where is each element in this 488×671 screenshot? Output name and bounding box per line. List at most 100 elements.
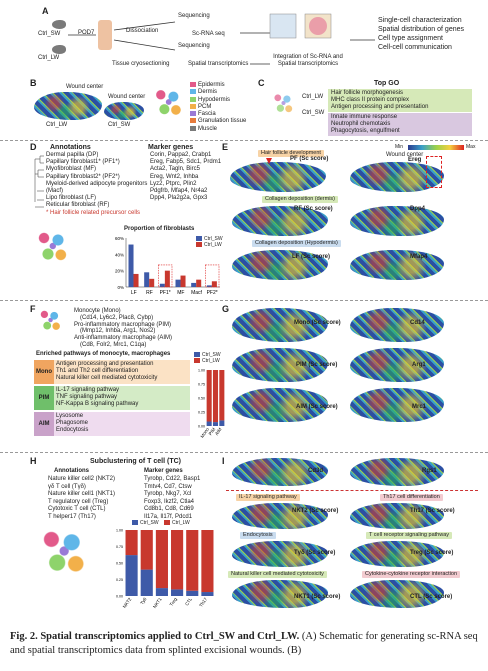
panel-label-h: H (30, 456, 37, 466)
bar (196, 279, 202, 287)
marker-item: Cd8b1, Cd8, Cd69 (144, 506, 194, 513)
bar-segment (201, 530, 214, 593)
bar-segment (206, 421, 212, 426)
pathway-term: TNF signaling pathway (56, 394, 118, 400)
bar-segment (201, 592, 214, 596)
y-tick-label: 0.50 (198, 397, 205, 401)
go-term: MHC class II protein complex (331, 97, 410, 103)
bar (133, 273, 139, 287)
spatial-map (232, 250, 328, 280)
marker-genes-header: Marker genes (148, 144, 194, 151)
group-label-lw: Ctrl_LW (302, 94, 324, 100)
annotation-item: T regulatory cell (Treg) (48, 498, 109, 505)
pathway-box-mono: Antigen processing and presentation Th1 … (54, 360, 190, 384)
tcell-marker-list: Tyrobp, Cd22, Basp1 Tmtv4, Cd7, Ctsw Tyr… (144, 476, 224, 522)
score-label: Treg (Sc score) (410, 550, 454, 556)
marker-item: Tmtv4, Cd7, Ctsw (144, 483, 192, 490)
legend-item: Fascia (198, 111, 216, 118)
step-scrna: Sc-RNA seq (192, 31, 225, 37)
y-tick-label: 0.50 (116, 562, 123, 566)
pathway-term: Lysosome (56, 413, 84, 419)
pathway-term: IL-17 signaling pathway (56, 387, 120, 393)
panel-label-f: F (30, 304, 36, 314)
marker-item: Acta2, Tagln, Birc5 (150, 166, 200, 173)
group-badge-mono: Mono (34, 360, 54, 384)
pathway-term: Th1 and Th2 cell differentiation (56, 368, 139, 374)
go-term: Phagocytosis, engulfment (331, 128, 400, 134)
highlight-box (205, 264, 220, 288)
gene-label: Cd14 (410, 320, 425, 326)
pathway-tag: Collagen deposition (dermis) (262, 196, 339, 203)
caption-heading: Fig. 2. Spatial transcriptomics applied … (10, 631, 300, 642)
chart-legend: Ctrl_SW Ctrl_LW (196, 236, 223, 248)
bar (211, 281, 217, 287)
pathway-term: NF-Kappa B signaling pathway (56, 401, 139, 407)
fibroblast-marker-list: Corin, Pappa2, Crabp1 Ereg, Fabp5, Sdc1,… (150, 152, 230, 202)
go-terms-lw: Hair follicle morphogenesis MHC class II… (328, 89, 472, 112)
top-go-title: Top GO (374, 80, 400, 87)
bar-segment (140, 569, 153, 596)
score-label: CTL (Sc score) (410, 594, 453, 600)
wound-center-label: Wound center (386, 152, 424, 158)
marker-item: (Cd8, Folr2, Mrc1, C1qa) (80, 341, 147, 348)
annotations-header: Annotations (54, 468, 89, 474)
myeloid-annotation-list: Monocyte (Mono) (Cd14, Ly6c2, Plac8, Cyb… (74, 308, 224, 349)
x-tick-label: NKT2 (122, 596, 133, 609)
colorbar-max: Max (466, 144, 476, 150)
y-tick-label: 0.00 (116, 595, 123, 599)
step-dissociation: Dissociation (126, 28, 159, 34)
legend-item: Ctrl_SW (202, 352, 221, 358)
spatial-map (232, 580, 328, 608)
chart-svg: 0.00 0.25 0.50 0.75 1.00 NKT2 Ty6 NKT1 Treg CTL Th… (116, 529, 214, 609)
spatial-tissue-lw (34, 92, 102, 120)
step-sequencing-1: Sequencing (178, 13, 210, 19)
panel-label-d: D (30, 142, 37, 152)
x-tick-label: PF1* (160, 290, 171, 296)
timepoint-label: POD7 (78, 30, 95, 36)
pathway-tag: Hair follicle development (258, 150, 324, 157)
score-label: Th17 (Sc score) (410, 508, 455, 514)
marker-item: Ereg, Wnt2, Inhba (150, 173, 199, 180)
pathway-tag: T cell receptor signaling pathway (366, 532, 452, 539)
marker-item: Il17a, Il17f, Pdcd1 (144, 513, 193, 520)
score-label: NKT1 (Sc score) (294, 594, 341, 600)
bar-segment (155, 530, 168, 589)
bar-segment (186, 590, 199, 596)
legend-item: Ctrl_LW (202, 358, 220, 364)
y-tick-label: 1.00 (116, 529, 123, 533)
subcluster-title: Subclustering of T cell (TC) (90, 458, 182, 465)
go-term: Innate immune response (331, 114, 398, 120)
tissue-label-lw: Ctrl_LW (46, 122, 68, 128)
output-item: Cell-cell communication (378, 44, 452, 51)
x-tick-label: Ty6 (139, 596, 148, 605)
annotation-item: Monocyte (Mono) (74, 308, 121, 314)
gene-label: Dpp4 (410, 206, 425, 212)
figure-caption: Fig. 2. Spatial transcriptomics applied … (10, 630, 480, 658)
bar (206, 285, 212, 287)
panel-label-g: G (222, 304, 230, 314)
spatial-map (232, 206, 328, 236)
annotation-item: Reticular fibroblast (RF) (46, 202, 110, 209)
bar-segment (140, 530, 153, 570)
bar-segment (125, 555, 138, 596)
spatial-map (350, 388, 444, 422)
legend-item: Ctrl_SW (140, 520, 159, 526)
spatial-map (232, 308, 328, 342)
step-integration: Integration of Sc-RNA and Spatial transc… (273, 54, 343, 67)
section-divider (0, 140, 488, 141)
tcell-proportion-chart: 0.00 0.25 0.50 0.75 1.00 NKT2 Ty6 NKT1 Treg CTL Th… (112, 528, 216, 610)
annotation-item: Dermal papilla (DP) (46, 152, 99, 158)
y-tick-label: 0.75 (198, 383, 205, 387)
bar (149, 278, 155, 287)
section-divider (0, 300, 488, 301)
x-tick-label: NKT1 (152, 596, 163, 609)
group-label-sw: Ctrl_SW (38, 31, 61, 37)
x-tick-label: AIM (214, 427, 223, 437)
bar (191, 282, 197, 287)
pathway-tag: Collagen deposition (Hypodermis) (252, 240, 341, 247)
caption-body: (A) Schematic for generating sc-RNA seq … (10, 631, 478, 656)
legend-item: Epidermis (198, 82, 225, 89)
bar-segment (219, 420, 225, 426)
marker-item: (Mmp12, Inhba, Arg1, Nos2) (80, 328, 156, 335)
